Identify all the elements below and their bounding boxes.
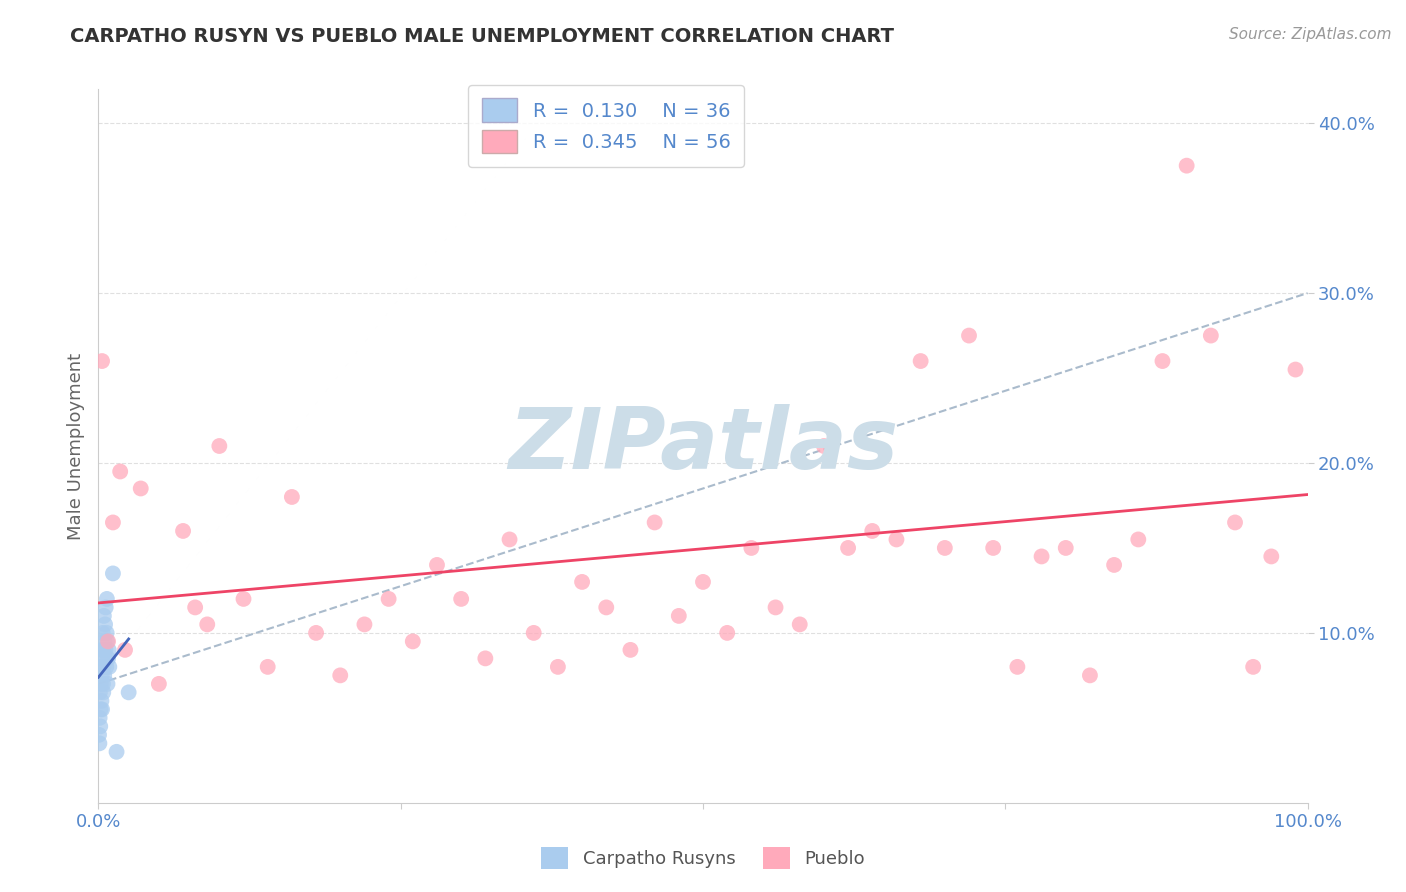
Point	[981, 541, 1004, 555]
Point	[93, 634, 115, 648]
Point	[232, 591, 254, 606]
Point	[571, 574, 593, 589]
Point	[402, 634, 425, 648]
Point	[90, 668, 112, 682]
Point	[101, 516, 124, 530]
Point	[101, 566, 124, 581]
Point	[89, 711, 111, 725]
Point	[716, 626, 738, 640]
Point	[1007, 660, 1029, 674]
Point	[91, 651, 114, 665]
Point	[1223, 516, 1246, 530]
Point	[91, 626, 114, 640]
Point	[377, 591, 399, 606]
Point	[353, 617, 375, 632]
Point	[96, 634, 118, 648]
Point	[93, 660, 115, 674]
Point	[450, 591, 472, 606]
Point	[1284, 362, 1306, 376]
Point	[934, 541, 956, 555]
Point	[94, 600, 117, 615]
Point	[1031, 549, 1053, 564]
Point	[498, 533, 520, 547]
Point	[129, 482, 152, 496]
Point	[90, 702, 112, 716]
Point	[91, 685, 114, 699]
Point	[329, 668, 352, 682]
Point	[93, 651, 115, 665]
Legend: Carpatho Rusyns, Pueblo: Carpatho Rusyns, Pueblo	[533, 838, 873, 879]
Point	[89, 685, 111, 699]
Point	[96, 677, 118, 691]
Point	[96, 591, 118, 606]
Point	[1054, 541, 1077, 555]
Point	[108, 465, 131, 479]
Point	[91, 354, 114, 368]
Point	[91, 702, 114, 716]
Point	[94, 643, 117, 657]
Text: ZIPatlas: ZIPatlas	[508, 404, 898, 488]
Point	[547, 660, 569, 674]
Point	[1260, 549, 1282, 564]
Point	[886, 533, 908, 547]
Point	[96, 626, 118, 640]
Legend: R =  0.130    N = 36, R =  0.345    N = 56: R = 0.130 N = 36, R = 0.345 N = 56	[468, 85, 744, 167]
Point	[97, 634, 120, 648]
Point	[474, 651, 496, 665]
Point	[619, 643, 641, 657]
Point	[148, 677, 170, 691]
Y-axis label: Male Unemployment: Male Unemployment	[66, 352, 84, 540]
Point	[96, 660, 118, 674]
Point	[1175, 159, 1198, 173]
Point	[118, 685, 141, 699]
Point	[93, 608, 115, 623]
Point	[1199, 328, 1222, 343]
Point	[89, 736, 111, 750]
Point	[256, 660, 278, 674]
Point	[93, 668, 115, 682]
Point	[957, 328, 980, 343]
Point	[1078, 668, 1101, 682]
Point	[595, 600, 617, 615]
Point	[1102, 558, 1125, 572]
Point	[765, 600, 787, 615]
Point	[644, 516, 666, 530]
Point	[195, 617, 218, 632]
Point	[114, 643, 136, 657]
Point	[91, 677, 114, 691]
Point	[89, 719, 111, 733]
Point	[97, 651, 120, 665]
Point	[692, 574, 714, 589]
Point	[97, 643, 120, 657]
Point	[91, 643, 114, 657]
Point	[90, 677, 112, 691]
Point	[208, 439, 231, 453]
Point	[87, 728, 110, 742]
Point	[1241, 660, 1264, 674]
Text: Source: ZipAtlas.com: Source: ZipAtlas.com	[1229, 27, 1392, 42]
Point	[837, 541, 859, 555]
Point	[305, 626, 328, 640]
Point	[94, 617, 117, 632]
Point	[668, 608, 690, 623]
Point	[426, 558, 449, 572]
Point	[740, 541, 762, 555]
Point	[523, 626, 546, 640]
Text: CARPATHO RUSYN VS PUEBLO MALE UNEMPLOYMENT CORRELATION CHART: CARPATHO RUSYN VS PUEBLO MALE UNEMPLOYME…	[70, 27, 894, 45]
Point	[910, 354, 932, 368]
Point	[281, 490, 304, 504]
Point	[860, 524, 883, 538]
Point	[789, 617, 811, 632]
Point	[90, 660, 112, 674]
Point	[1152, 354, 1174, 368]
Point	[1128, 533, 1150, 547]
Point	[105, 745, 128, 759]
Point	[172, 524, 194, 538]
Point	[184, 600, 207, 615]
Point	[98, 660, 121, 674]
Point	[813, 439, 835, 453]
Point	[91, 643, 114, 657]
Point	[90, 694, 112, 708]
